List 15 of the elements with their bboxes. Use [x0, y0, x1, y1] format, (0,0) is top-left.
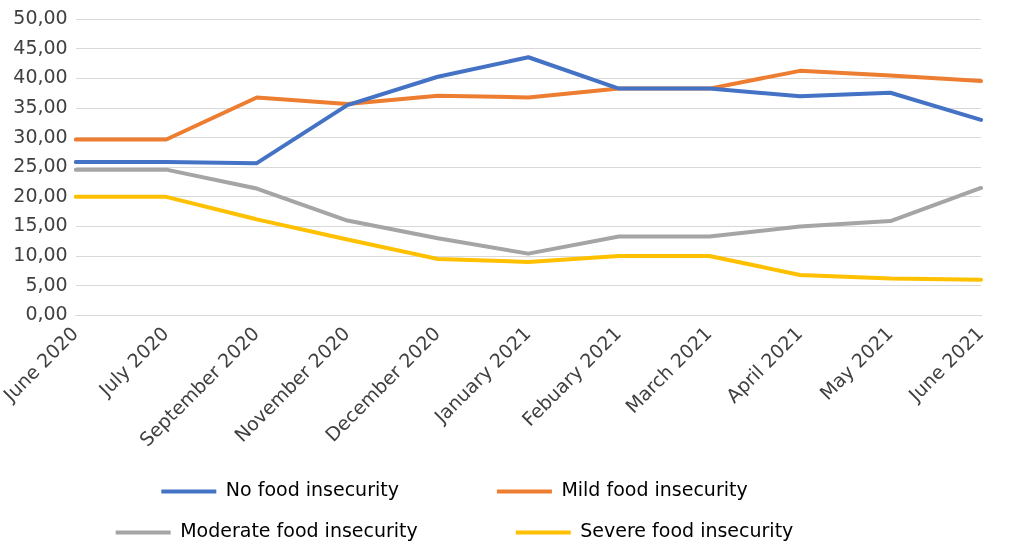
y-tick-label: 15,00 [13, 213, 68, 236]
y-tick-label: 10,00 [13, 242, 68, 265]
legend-label: No food insecurity [225, 478, 475, 501]
y-tick-label: 40,00 [13, 65, 68, 88]
legend-label: Severe food insecurity [580, 519, 870, 542]
y-tick-label: 25,00 [13, 154, 68, 177]
y-tick-label: 50,00 [13, 6, 68, 29]
legend-label: Moderate food insecurity [180, 519, 494, 542]
y-tick-label: 20,00 [13, 183, 68, 206]
legend-label: Mild food insecurity [561, 478, 824, 501]
y-tick-label: 0,00 [25, 302, 68, 325]
y-tick-label: 5,00 [25, 272, 68, 295]
y-tick-label: 35,00 [13, 95, 68, 118]
y-tick-label: 30,00 [13, 124, 68, 147]
y-tick-label: 45,00 [13, 35, 68, 58]
